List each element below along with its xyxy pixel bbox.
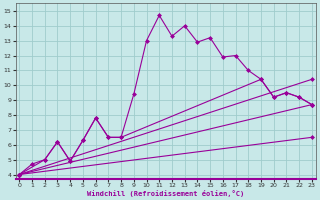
- X-axis label: Windchill (Refroidissement éolien,°C): Windchill (Refroidissement éolien,°C): [87, 190, 244, 197]
